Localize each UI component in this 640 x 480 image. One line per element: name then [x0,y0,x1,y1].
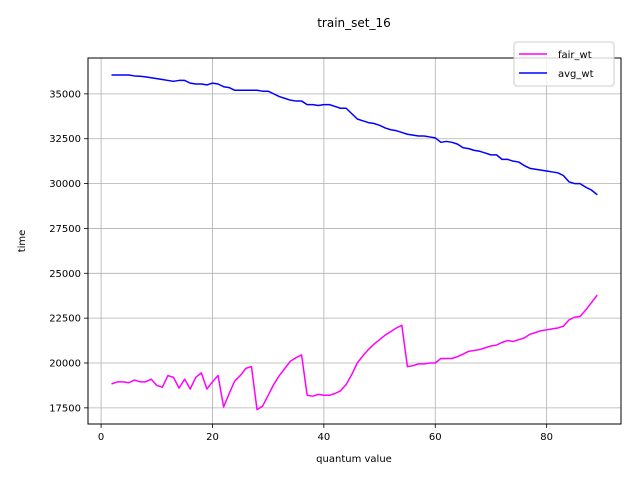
y-axis-title: time [17,230,28,253]
x-axis-ticks: 0 20 40 60 80 [98,424,553,443]
x-tick-label: 40 [318,432,331,443]
y-tick-label: 35000 [49,89,81,100]
y-tick-label: 20000 [49,359,81,370]
legend-label-fair-wt: fair_wt [558,50,592,61]
chart-title: train_set_16 [317,16,391,30]
legend: fair_wt avg_wt [513,41,615,87]
legend-label-avg-wt: avg_wt [558,69,594,80]
grid [88,58,621,424]
x-tick-label: 20 [206,432,219,443]
y-tick-label: 25000 [49,269,81,280]
x-tick-label: 60 [429,432,442,443]
x-tick-label: 80 [540,432,553,443]
plot-area-frame [87,57,622,425]
y-axis-ticks: 17500 20000 22500 25000 27500 30000 32500 35000 [49,89,88,414]
series-line-fair-wt [111,294,598,411]
y-tick-label: 27500 [49,224,81,235]
y-tick-label: 30000 [49,179,81,190]
series-lines [111,74,598,411]
y-tick-label: 17500 [49,403,81,414]
legend-box [513,41,615,87]
x-tick-label: 0 [98,432,104,443]
x-axis-title: quantum value [316,454,392,465]
series-line-avg-wt [111,74,598,196]
y-tick-label: 32500 [49,134,81,145]
y-tick-label: 22500 [49,314,81,325]
